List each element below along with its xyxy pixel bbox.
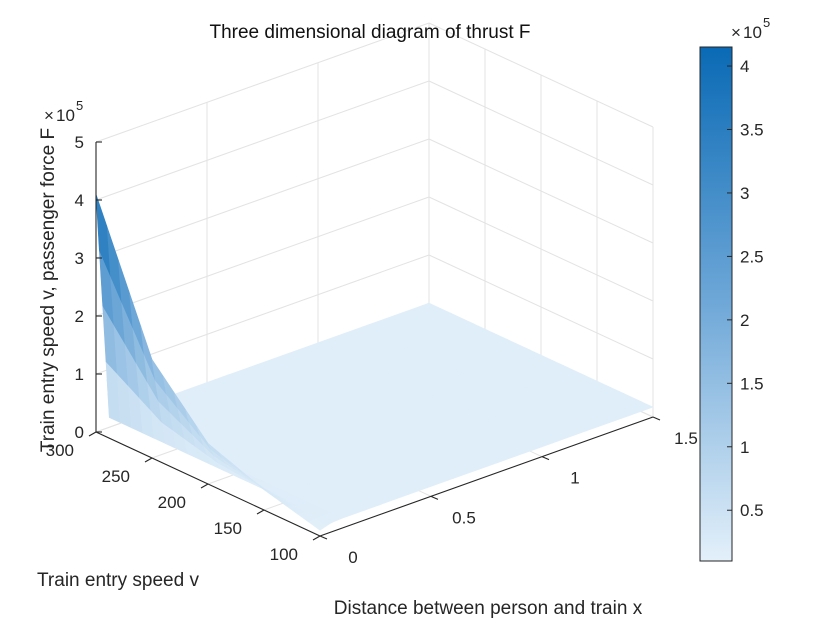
y-axis-tick [88,431,97,437]
y-tick-label: 150 [214,519,242,538]
y-axis-tick [144,457,153,463]
colorbar-exponent-times: × [731,23,741,42]
grid-line [428,80,654,186]
y-tick-label: 200 [158,493,186,512]
grid-line [428,196,654,302]
colorbar-tick-label: 2.5 [740,247,764,266]
grid-line [95,80,430,201]
grid-line [95,22,430,143]
colorbar-exponent: × 10 5 [731,15,770,42]
colorbar-exponent-base: 10 [743,23,762,42]
colorbar: 0.5 1 1.5 2 2.5 3 3.5 4 × 10 5 [699,15,770,562]
grid-line [428,138,654,244]
y-tick-label: 100 [270,545,298,564]
x-axis-label: Distance between person and train x [334,598,643,619]
colorbar-ticks: 0.5 1 1.5 2 2.5 3 3.5 4 [727,57,764,520]
z-exponent-power: 5 [76,98,83,113]
grid-line [95,254,430,375]
colorbar-tick-label: 0.5 [740,501,764,520]
y-axis-label: Train entry speed v [37,570,199,591]
x-axis-tick [541,456,550,461]
z-exponent-times: × [44,106,54,125]
x-axis-tick [430,495,439,500]
x-tick-label: 1.5 [674,429,698,448]
colorbar-exponent-power: 5 [763,15,770,30]
x-tick-label: 1 [570,469,579,488]
colorbar-tick-label: 4 [740,57,749,76]
z-axis-label: Train entry speed v, passenger force F [38,128,59,452]
grid-line [428,22,654,128]
z-tick-label: 1 [75,365,84,384]
z-exponent: × 10 5 [44,98,83,125]
grid-line [428,254,654,360]
z-exponent-base: 10 [56,106,75,125]
y-tick-label: 250 [102,467,130,486]
z-tick-label: 4 [75,191,84,210]
z-tick-label: 5 [75,133,84,152]
colorbar-tick-label: 3 [740,184,749,203]
colorbar-tick-label: 2 [740,311,749,330]
colorbar-tick-label: 3.5 [740,121,764,140]
x-tick-label: 0.5 [452,508,476,527]
grid-line [95,196,430,317]
colorbar-tick-label: 1.5 [740,374,764,393]
z-tick-label: 3 [75,249,84,268]
y-tick-label: 300 [46,441,74,460]
x-axis-line [319,416,654,537]
colorbar-tick-label: 1 [740,438,749,457]
y-axis-tick [200,483,209,489]
z-tick-label: 2 [75,307,84,326]
chart-title: Three dimensional diagram of thrust F [209,22,530,43]
surface-patch [308,520,324,531]
x-axis-tick [652,416,661,421]
z-tick-label: 0 [75,423,84,442]
x-axis-tick [319,535,328,540]
x-tick-label: 0 [348,548,357,567]
surface [95,194,654,531]
y-axis-tick [256,509,265,515]
colorbar-gradient [699,46,733,562]
grid-line [95,138,430,259]
y-axis-tick [312,535,321,541]
